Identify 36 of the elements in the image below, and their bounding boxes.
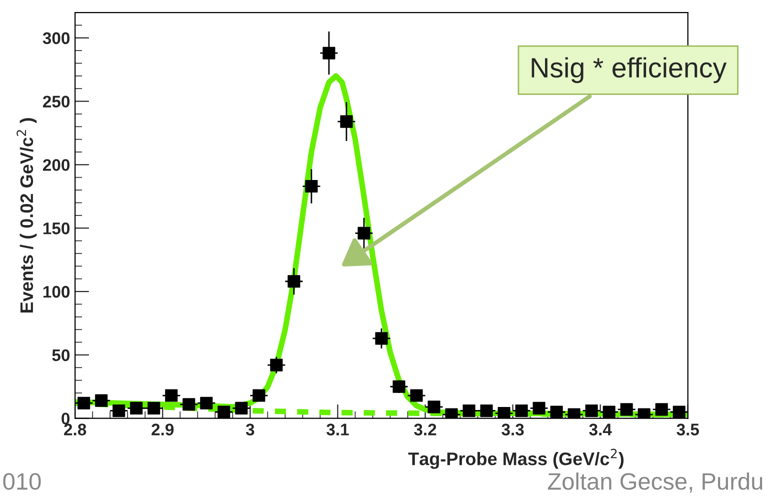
x-tick-label: 2.8 [64,424,86,436]
point [672,406,686,418]
point [462,404,476,417]
point [165,389,178,402]
x-tick-label: 3.1 [326,424,349,436]
point [480,404,493,417]
y-tick-label: 100 [43,286,70,298]
x-tick-label: 3.4 [589,424,612,436]
text: Zoltan Gecse, Purdu [548,472,762,493]
point [410,389,423,402]
point [568,408,580,418]
x-tick-label: 3.5 [676,424,699,436]
x-tick-label: 3 [246,424,254,436]
point [252,389,266,402]
point [218,406,230,418]
annotation: Nsig * efficiency [532,57,727,84]
x-axis-title: Tag-Probe Mass (GeV/c$^{2}$) [408,448,624,469]
x-tick-label: 3.3 [502,424,524,436]
point [620,403,633,416]
point [602,406,616,418]
y-tick-label: 300 [42,32,70,44]
x-tick-label: 3.2 [414,424,436,436]
y-tick-label: 50 [52,349,70,362]
y-tick-label: 200 [42,159,70,171]
x-tick-label: 2.9 [152,424,174,436]
point [498,406,510,418]
point [550,406,563,418]
point [655,403,668,416]
y-tick-label: 250 [42,96,70,108]
y-tick-label: 0 [62,412,70,425]
text: 010 [3,473,41,490]
y-axis-title: Events / ( 0.02 GeV/c$^{2}$ ) [16,118,37,312]
y-tick-label: 150 [43,222,70,234]
point [428,400,440,414]
point [445,408,458,418]
point [638,408,650,418]
